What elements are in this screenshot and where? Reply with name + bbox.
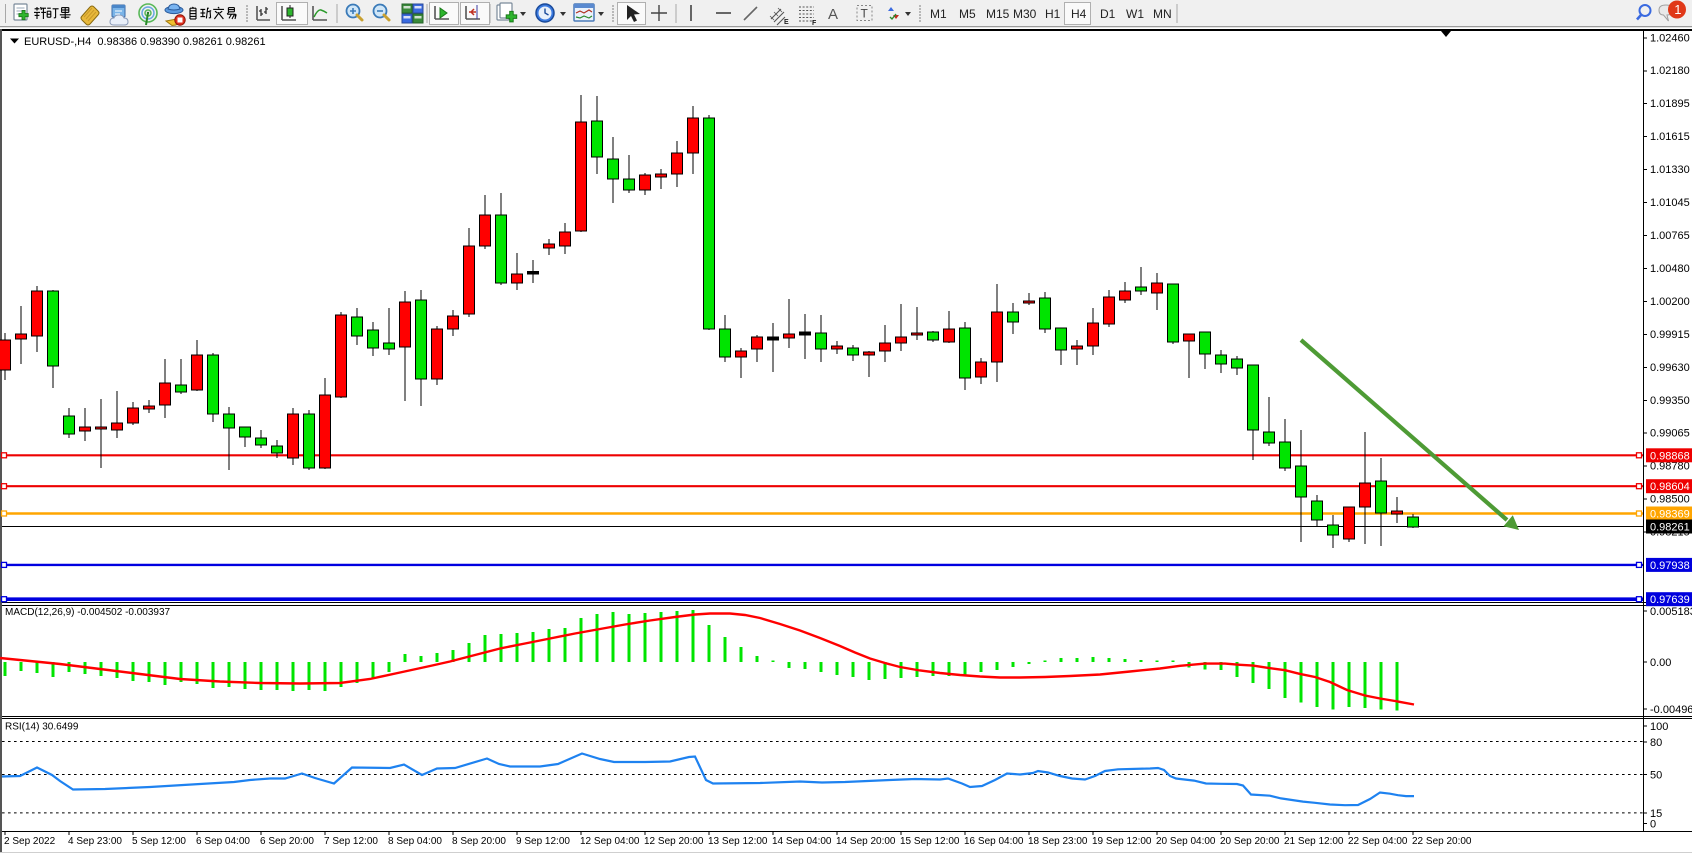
svg-text:1.00200: 1.00200 [1650, 296, 1690, 308]
svg-text:0.98500: 0.98500 [1650, 494, 1690, 506]
svg-text:14 Sep 20:00: 14 Sep 20:00 [836, 836, 896, 847]
svg-text:0.99630: 0.99630 [1650, 362, 1690, 374]
svg-text:1.02460: 1.02460 [1650, 32, 1690, 44]
svg-text:19 Sep 12:00: 19 Sep 12:00 [1092, 836, 1152, 847]
svg-text:T: T [861, 7, 869, 21]
svg-text:15 Sep 12:00: 15 Sep 12:00 [900, 836, 960, 847]
svg-text:5 Sep 12:00: 5 Sep 12:00 [132, 836, 186, 847]
svg-text:0: 0 [1650, 819, 1656, 831]
svg-text:RSI(14) 30.6499: RSI(14) 30.6499 [5, 722, 79, 733]
svg-text:0.00: 0.00 [1650, 657, 1671, 669]
svg-text:21 Sep 12:00: 21 Sep 12:00 [1284, 836, 1344, 847]
svg-text:M30: M30 [1013, 7, 1037, 21]
svg-text:0.99915: 0.99915 [1650, 329, 1690, 341]
svg-text:16 Sep 04:00: 16 Sep 04:00 [964, 836, 1024, 847]
svg-text:1.00765: 1.00765 [1650, 230, 1690, 242]
svg-text:14 Sep 04:00: 14 Sep 04:00 [772, 836, 832, 847]
svg-text:1.00480: 1.00480 [1650, 263, 1690, 275]
svg-text:0.99065: 0.99065 [1650, 428, 1690, 440]
svg-text:M1: M1 [930, 7, 947, 21]
svg-text:A: A [828, 6, 838, 23]
svg-text:6 Sep 20:00: 6 Sep 20:00 [260, 836, 314, 847]
svg-text:0.005183: 0.005183 [1650, 606, 1692, 618]
svg-text:1.01895: 1.01895 [1650, 98, 1690, 110]
svg-text:18 Sep 23:00: 18 Sep 23:00 [1028, 836, 1088, 847]
svg-text:0.98868: 0.98868 [1650, 450, 1690, 462]
svg-text:0.99350: 0.99350 [1650, 395, 1690, 407]
svg-text:EURUSD-,H4 0.98386 0.98390 0.: EURUSD-,H4 0.98386 0.98390 0.98261 0.982… [24, 36, 266, 48]
svg-text:0.97938: 0.97938 [1650, 560, 1690, 572]
svg-text:0.98261: 0.98261 [1650, 522, 1690, 534]
svg-text:4 Sep 23:00: 4 Sep 23:00 [68, 836, 122, 847]
svg-text:0.97639: 0.97639 [1650, 594, 1690, 606]
svg-text:0.98369: 0.98369 [1650, 509, 1690, 521]
svg-text:1: 1 [1674, 2, 1681, 17]
svg-text:H1: H1 [1045, 7, 1061, 21]
svg-text:2 Sep 2022: 2 Sep 2022 [4, 836, 56, 847]
svg-text:8 Sep 20:00: 8 Sep 20:00 [452, 836, 506, 847]
svg-text:-0.004963: -0.004963 [1650, 704, 1692, 716]
svg-text:MACD(12,26,9) -0.004502 -0.003: MACD(12,26,9) -0.004502 -0.003937 [5, 607, 171, 618]
svg-text:20 Sep 04:00: 20 Sep 04:00 [1156, 836, 1216, 847]
svg-text:50: 50 [1650, 770, 1662, 782]
svg-text:1.01615: 1.01615 [1650, 131, 1690, 143]
svg-text:1.02180: 1.02180 [1650, 65, 1690, 77]
svg-text:13 Sep 12:00: 13 Sep 12:00 [708, 836, 768, 847]
svg-text:7 Sep 12:00: 7 Sep 12:00 [324, 836, 378, 847]
svg-text:0.98604: 0.98604 [1650, 481, 1690, 493]
svg-text:12 Sep 04:00: 12 Sep 04:00 [580, 836, 640, 847]
svg-text:9 Sep 12:00: 9 Sep 12:00 [516, 836, 570, 847]
svg-text:W1: W1 [1126, 7, 1144, 21]
svg-text:80: 80 [1650, 737, 1662, 749]
svg-text:M5: M5 [959, 7, 976, 21]
svg-text:M15: M15 [986, 7, 1010, 21]
svg-text:6 Sep 04:00: 6 Sep 04:00 [196, 836, 250, 847]
svg-text:22 Sep 04:00: 22 Sep 04:00 [1348, 836, 1408, 847]
svg-text:15: 15 [1650, 808, 1662, 820]
svg-text:H4: H4 [1071, 7, 1087, 21]
svg-text:0.98780: 0.98780 [1650, 461, 1690, 473]
svg-text:100: 100 [1650, 721, 1668, 733]
svg-text:20 Sep 20:00: 20 Sep 20:00 [1220, 836, 1280, 847]
svg-text:D1: D1 [1100, 7, 1116, 21]
svg-text:12 Sep 20:00: 12 Sep 20:00 [644, 836, 704, 847]
svg-text:1.01045: 1.01045 [1650, 197, 1690, 209]
svg-text:8 Sep 04:00: 8 Sep 04:00 [388, 836, 442, 847]
svg-text:F: F [812, 20, 817, 27]
svg-text:22 Sep 20:00: 22 Sep 20:00 [1412, 836, 1472, 847]
svg-text:E: E [784, 19, 789, 26]
svg-text:MN: MN [1153, 7, 1172, 21]
svg-text:1.01330: 1.01330 [1650, 164, 1690, 176]
